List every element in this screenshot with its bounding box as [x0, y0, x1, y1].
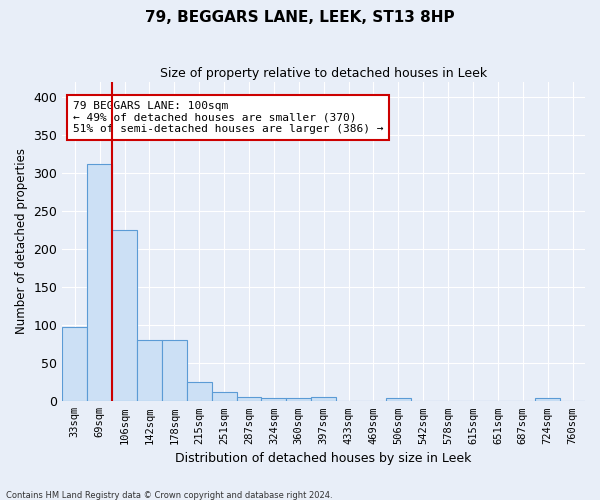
Bar: [311, 396, 336, 402]
Bar: [162, 340, 187, 402]
Text: 79, BEGGARS LANE, LEEK, ST13 8HP: 79, BEGGARS LANE, LEEK, ST13 8HP: [145, 10, 455, 25]
Bar: [212, 392, 236, 402]
Bar: [262, 398, 286, 402]
Bar: [112, 230, 137, 402]
Bar: [87, 164, 112, 402]
Bar: [62, 326, 87, 402]
Bar: [187, 382, 212, 402]
X-axis label: Distribution of detached houses by size in Leek: Distribution of detached houses by size …: [175, 452, 472, 465]
Y-axis label: Number of detached properties: Number of detached properties: [15, 148, 28, 334]
Text: Contains HM Land Registry data © Crown copyright and database right 2024.: Contains HM Land Registry data © Crown c…: [6, 490, 332, 500]
Bar: [137, 340, 162, 402]
Bar: [286, 398, 311, 402]
Bar: [535, 398, 560, 402]
Bar: [236, 396, 262, 402]
Title: Size of property relative to detached houses in Leek: Size of property relative to detached ho…: [160, 68, 487, 80]
Text: 79 BEGGARS LANE: 100sqm
← 49% of detached houses are smaller (370)
51% of semi-d: 79 BEGGARS LANE: 100sqm ← 49% of detache…: [73, 101, 383, 134]
Bar: [386, 398, 411, 402]
